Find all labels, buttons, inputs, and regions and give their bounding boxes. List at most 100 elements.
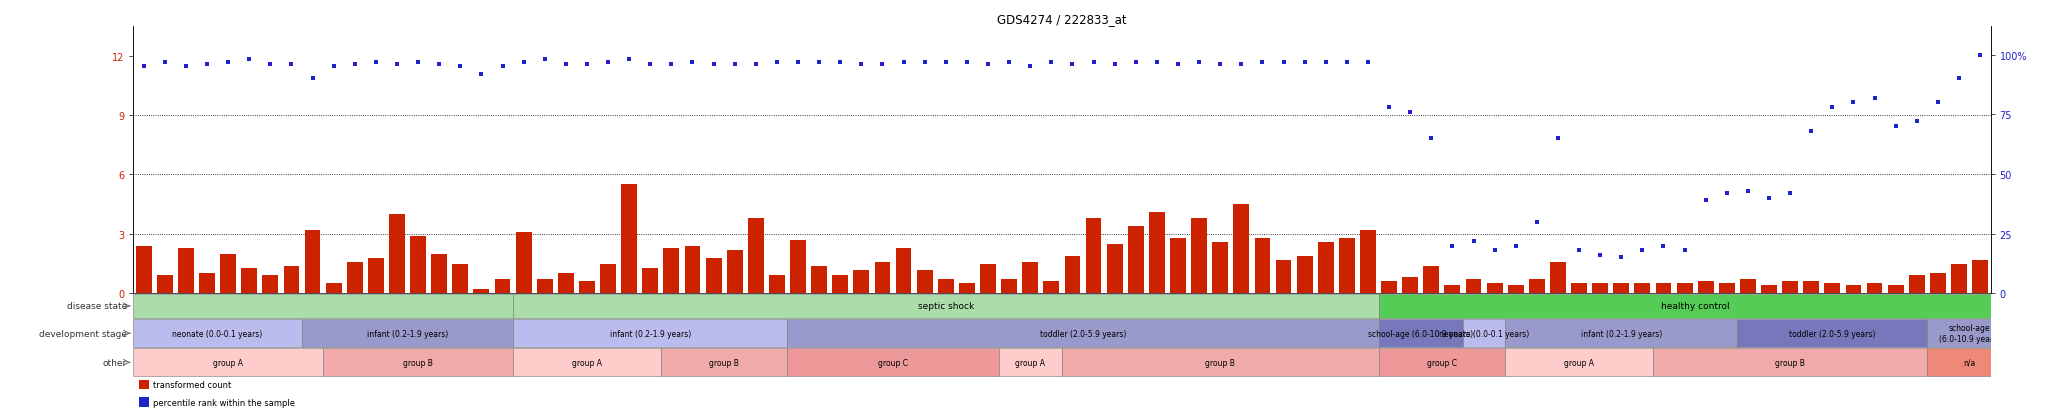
Text: group B: group B (1776, 358, 1804, 367)
Point (360, 59, 393, 66)
Bar (1782, 282, 1798, 294)
Point (147, 59, 180, 66)
Text: group A: group A (1016, 358, 1044, 367)
Bar (199, 274, 215, 294)
Bar (1888, 286, 1903, 294)
Point (909, 59, 942, 66)
Point (719, 62, 752, 68)
Bar (496, 280, 510, 294)
Point (1837, 100, 1870, 107)
Bar (1466, 280, 1481, 294)
Bar (1042, 282, 1059, 294)
Bar (958, 284, 975, 294)
Bar (1255, 238, 1270, 294)
Point (1161, 62, 1194, 68)
Bar (788, 319, 1378, 347)
Bar (643, 268, 657, 294)
Text: other: other (102, 358, 127, 367)
Bar (768, 276, 784, 294)
Text: group A: group A (213, 358, 244, 367)
Point (1204, 62, 1237, 68)
Bar (1927, 319, 2011, 347)
Point (1817, 104, 1849, 111)
Bar (1614, 284, 1628, 294)
Point (993, 59, 1026, 66)
Bar (301, 319, 514, 347)
Point (1731, 188, 1763, 195)
Bar (1845, 286, 1862, 294)
Text: septic shock: septic shock (918, 301, 975, 311)
Bar (1952, 264, 1966, 294)
Point (528, 57, 561, 64)
Bar (1403, 278, 1417, 294)
Bar (1505, 349, 1653, 376)
Point (1583, 252, 1616, 259)
Text: neonate (0.0-0.1 years): neonate (0.0-0.1 years) (1440, 329, 1530, 338)
Point (1182, 59, 1214, 66)
Bar (1378, 349, 1505, 376)
Point (1057, 62, 1090, 68)
Bar (1571, 284, 1587, 294)
Point (1415, 135, 1448, 142)
Point (823, 59, 856, 66)
Point (444, 64, 477, 71)
Point (1014, 64, 1047, 71)
Bar (178, 248, 195, 294)
Point (1944, 76, 1976, 83)
Bar (1737, 319, 1927, 347)
Bar (135, 246, 152, 294)
Bar (1634, 284, 1651, 294)
Point (381, 62, 414, 68)
Bar (326, 284, 342, 294)
Point (1647, 243, 1679, 249)
Bar (139, 380, 150, 389)
Point (866, 62, 899, 68)
Bar (133, 349, 324, 376)
Bar (600, 264, 616, 294)
Point (1753, 195, 1786, 202)
Text: group C: group C (879, 358, 907, 367)
Bar (874, 262, 891, 294)
Point (612, 57, 645, 64)
Bar (139, 397, 150, 407)
Point (1098, 62, 1130, 68)
Point (950, 59, 983, 66)
Point (317, 64, 350, 71)
Bar (1804, 282, 1819, 294)
Point (1626, 247, 1659, 254)
Bar (369, 258, 383, 294)
Bar (514, 294, 1378, 318)
Text: percentile rank within the sample: percentile rank within the sample (154, 398, 295, 406)
Bar (895, 248, 911, 294)
Bar (1128, 226, 1143, 294)
Bar (389, 214, 406, 294)
Point (1542, 135, 1575, 142)
Point (338, 62, 371, 68)
Bar (1487, 284, 1503, 294)
Bar (283, 266, 299, 294)
Bar (1927, 349, 2011, 376)
Text: group B: group B (1206, 358, 1235, 367)
Bar (1444, 286, 1460, 294)
Bar (1378, 294, 2011, 318)
Bar (133, 319, 301, 347)
Point (1901, 119, 1933, 126)
Point (1034, 59, 1067, 66)
Text: group A: group A (1565, 358, 1593, 367)
Point (1774, 190, 1806, 197)
Text: infant (0.2-1.9 years): infant (0.2-1.9 years) (610, 329, 690, 338)
Bar (410, 236, 426, 294)
Point (190, 62, 223, 68)
Bar (684, 246, 700, 294)
Text: group A: group A (571, 358, 602, 367)
Bar (453, 264, 469, 294)
Bar (999, 349, 1063, 376)
Point (1309, 59, 1341, 66)
Bar (1741, 280, 1755, 294)
Text: group C: group C (1427, 358, 1456, 367)
Text: development stage: development stage (39, 329, 127, 338)
Bar (707, 258, 721, 294)
Point (127, 64, 160, 71)
Point (401, 59, 434, 66)
Point (571, 62, 604, 68)
